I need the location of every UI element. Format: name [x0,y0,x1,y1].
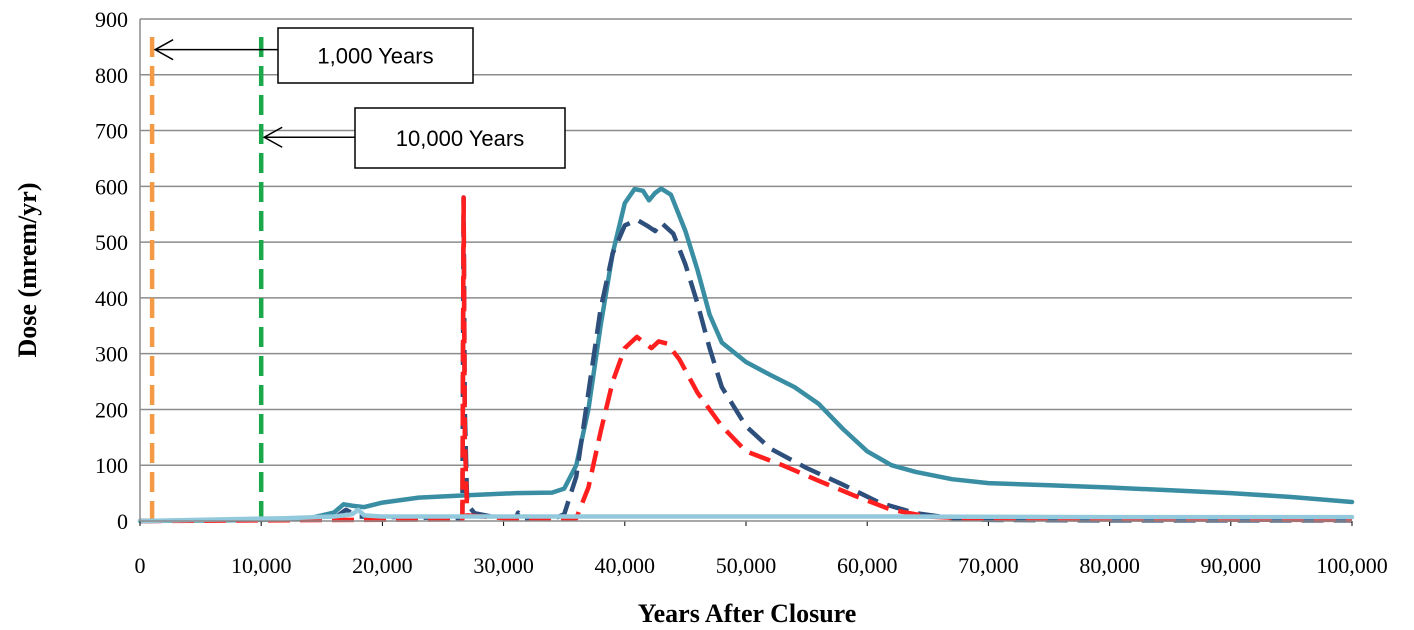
axes [139,19,1353,526]
callout-label: 1,000 Years [317,44,433,69]
x-axis-title: Years After Closure [638,599,857,628]
callout-arrowhead [262,126,283,148]
x-tick-label: 30,000 [473,553,534,578]
x-tick-label: 80,000 [1079,553,1140,578]
y-tick-label: 0 [117,509,128,534]
y-tick-label: 500 [95,230,128,255]
y-tick-label: 900 [95,7,128,32]
y-tick-label: 800 [95,63,128,88]
y-tick-label: 200 [95,397,128,422]
x-tick-label: 70,000 [958,553,1019,578]
x-tick-label: 60,000 [837,553,898,578]
y-tick-label: 700 [95,119,128,144]
x-tick-label: 50,000 [716,553,777,578]
callout-arrowhead [153,39,174,61]
grid-lines [140,18,1352,466]
callout-box [277,27,474,84]
annotations: 1,000 Years 10,000 Years [153,27,566,169]
series-line-3 [137,507,1355,524]
series-line-0 [137,186,1355,524]
x-tick-label: 100,000 [1316,553,1388,578]
y-tick-label: 100 [95,453,128,478]
x-tick-label: 10,000 [231,553,292,578]
callout-box [354,107,566,169]
x-tick-label: 20,000 [352,553,413,578]
x-tick-label: 90,000 [1201,553,1262,578]
callout-label: 10,000 Years [396,126,524,151]
y-axis-title: Dose (mrem/yr) [13,183,42,358]
x-tick-label: 0 [135,553,146,578]
x-tick-label: 40,000 [595,553,656,578]
tick-labels: 0 100 200 300 400 500 600 700 800 900 0 10,000 20,00… [95,7,1388,578]
y-tick-label: 300 [95,342,128,367]
callout-0: 1,000 Years [153,27,474,84]
callout-1: 10,000 Years [262,107,566,169]
y-tick-label: 600 [95,174,128,199]
y-tick-label: 400 [95,286,128,311]
series-lines [137,30,1355,524]
